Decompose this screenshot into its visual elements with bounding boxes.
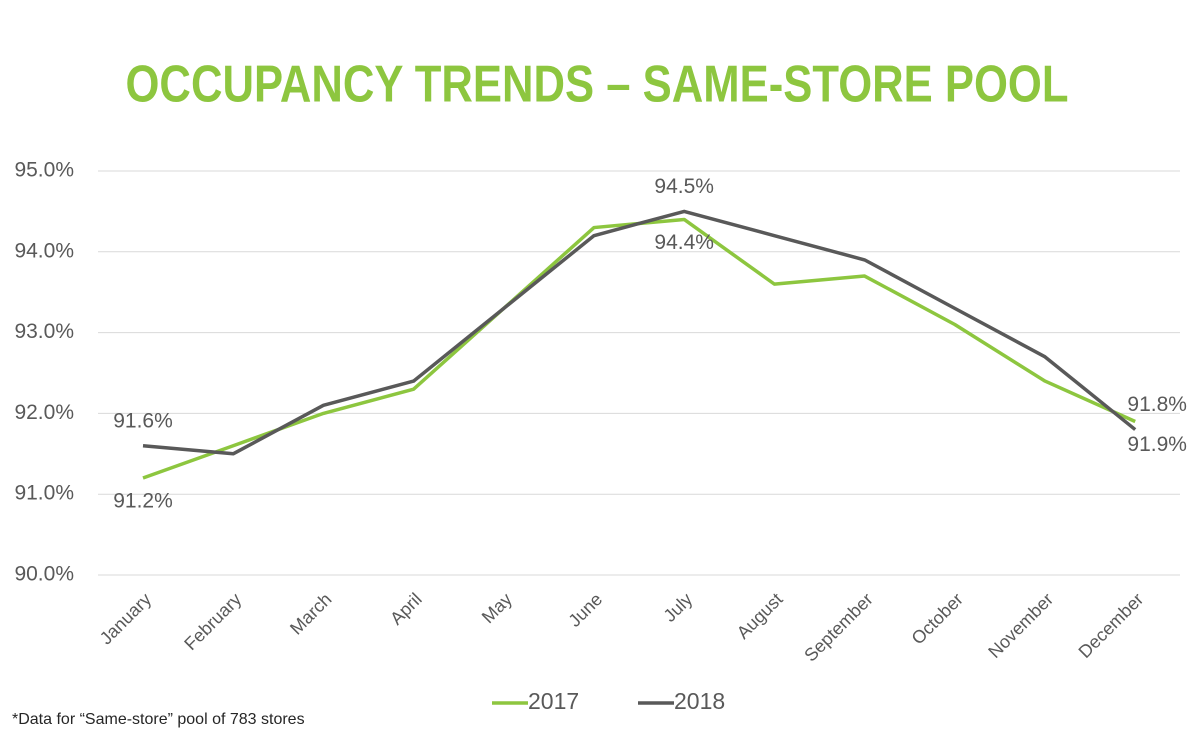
footnote: *Data for “Same-store” pool of 783 store… [12,711,305,728]
x-tick-label: January [96,589,155,648]
x-tick-label: August [733,589,787,643]
x-tick-label: March [286,589,336,639]
line-series [142,217,1136,480]
y-tick-label: 90.0% [14,563,74,586]
x-tick-label: February [180,589,245,654]
data-label: 91.2% [113,490,173,513]
data-label: 94.5% [654,175,714,198]
data-label: 94.4% [654,231,714,254]
y-tick-label: 94.0% [14,239,74,262]
data-label: 91.8% [1127,393,1187,416]
legend-label: 2018 [674,688,725,714]
y-tick-label: 92.0% [14,401,74,424]
data-label: 91.9% [1127,433,1187,456]
x-tick-label: May [478,589,516,627]
x-tick-label: September [800,589,876,665]
chart-title: OCCUPANCY TRENDS – SAME-STORE POOL [126,56,1069,114]
line-series [142,209,1137,456]
legend-label: 2017 [528,688,579,714]
x-tick-label: December [1075,589,1148,662]
x-tick-label: October [908,589,967,648]
data-label: 91.6% [113,409,173,432]
x-tick-label: July [660,589,697,626]
x-tick-label: June [564,589,606,631]
x-tick-label: November [984,589,1057,662]
y-tick-label: 91.0% [14,482,74,505]
x-tick-label: April [386,589,426,629]
y-tick-label: 93.0% [14,320,74,343]
y-tick-label: 95.0% [14,159,74,182]
